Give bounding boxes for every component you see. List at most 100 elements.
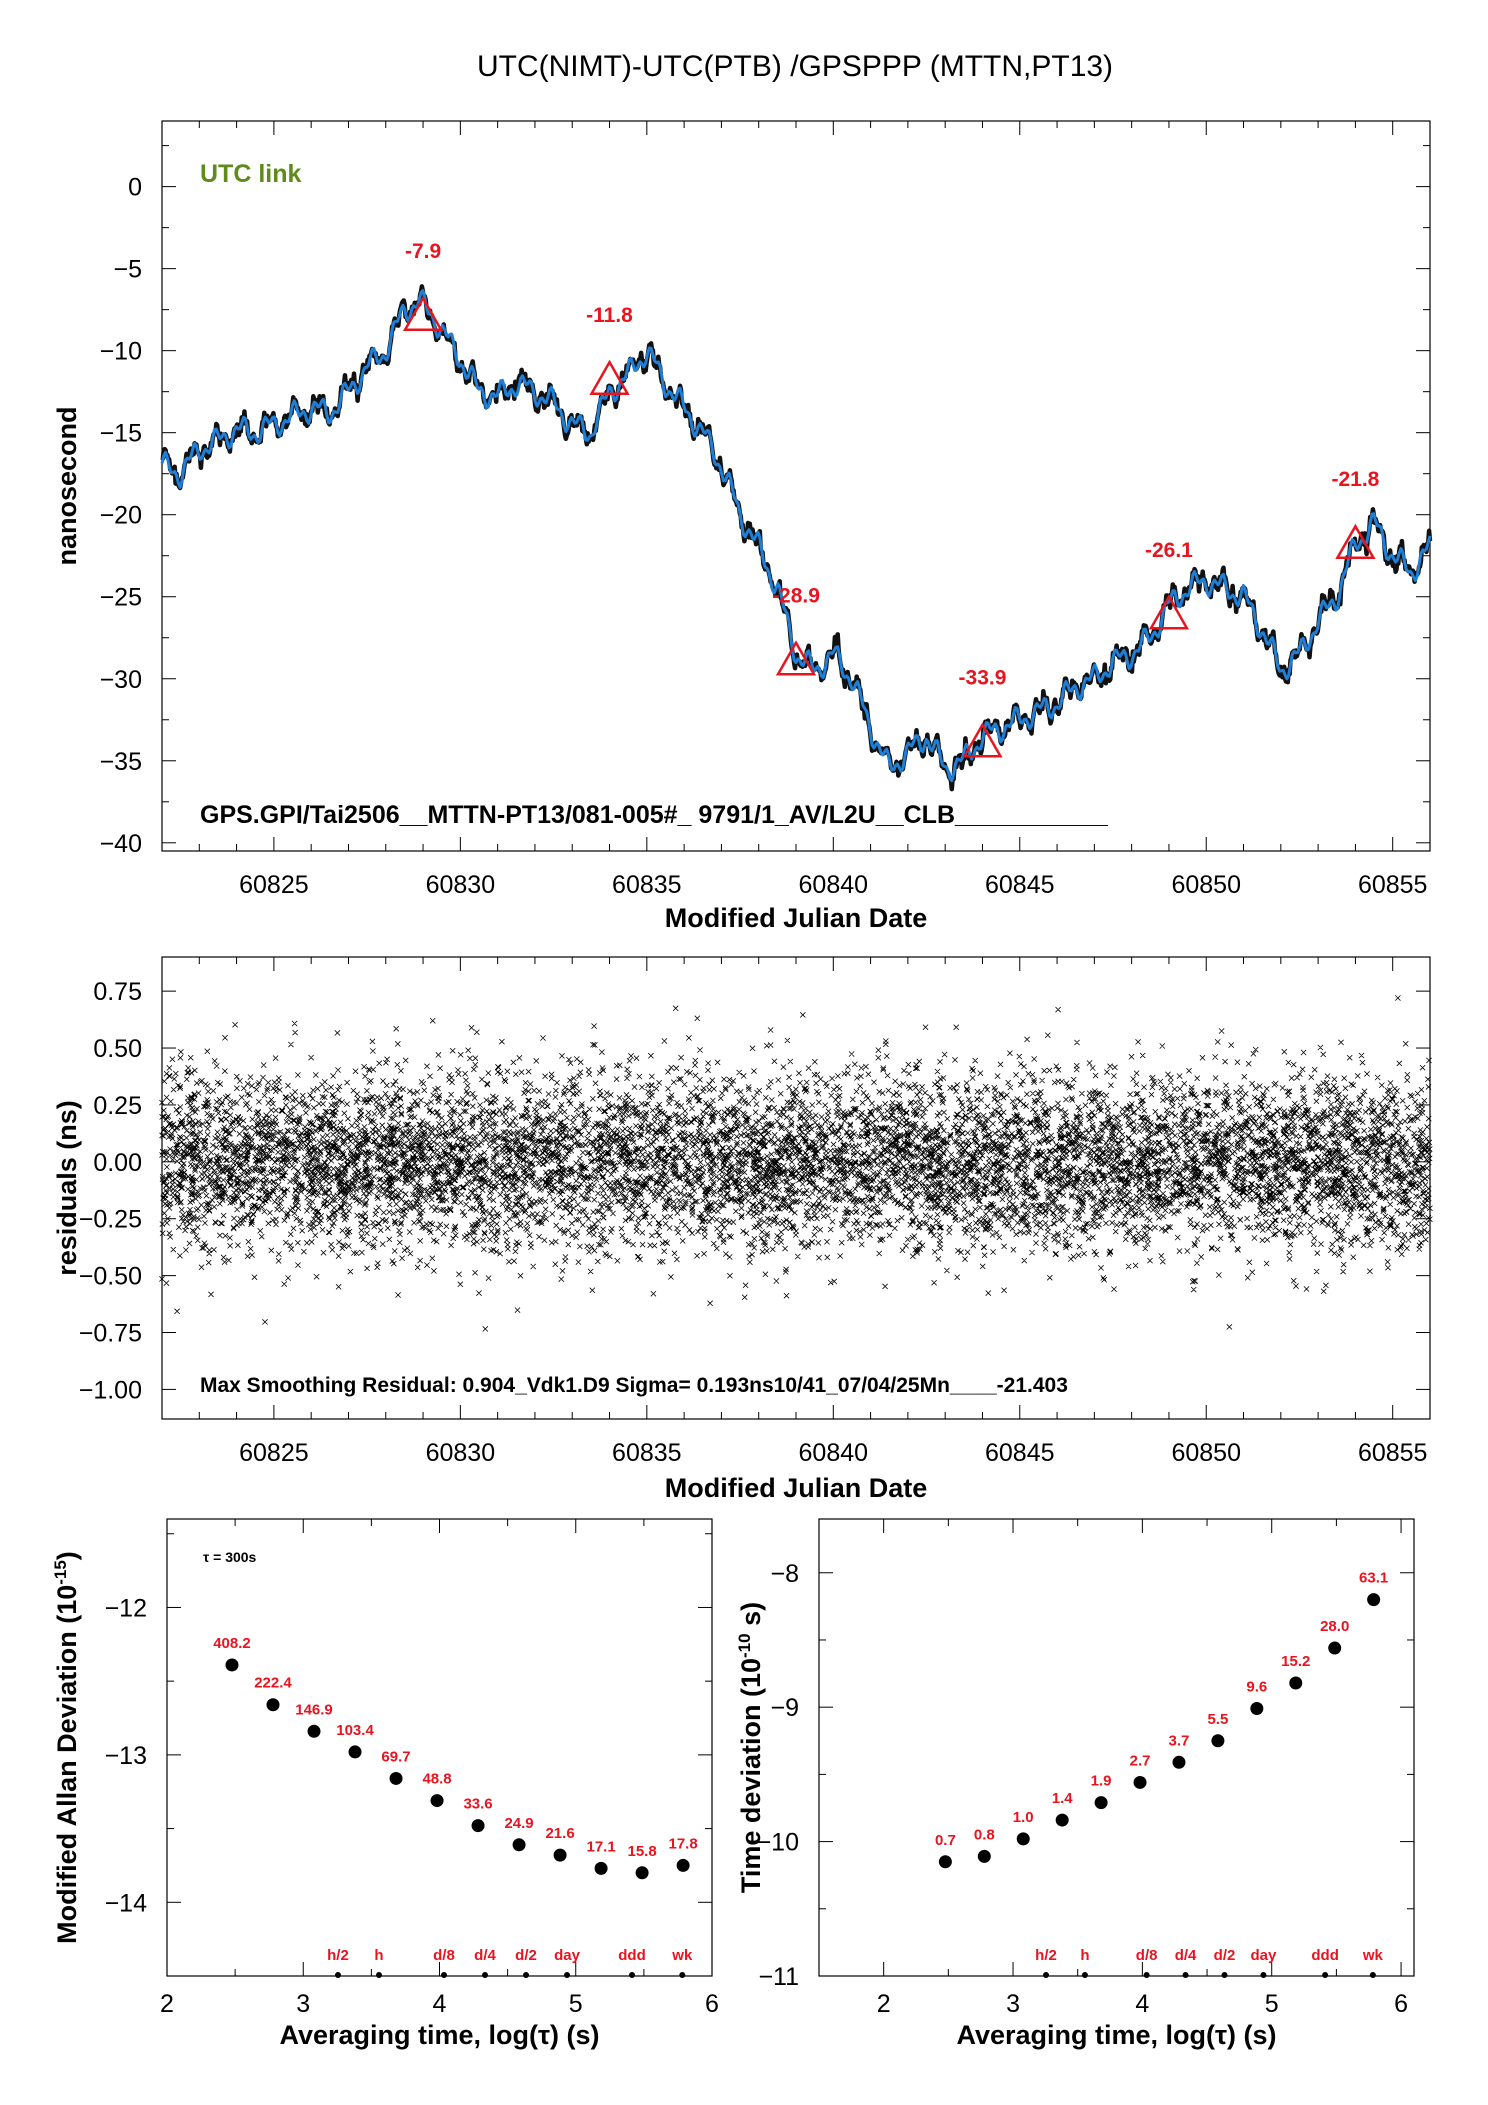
period-label: h [1080,1947,1089,1964]
y-tick-label: −5 [113,256,142,284]
data-label: 9.6 [1246,1679,1267,1696]
raw-data-series [160,284,1433,792]
data-label: 1.9 [1091,1773,1112,1790]
period-marker [523,1972,530,1978]
y-tick-label: −15 [100,420,142,448]
x-tick-label: 60855 [1358,1439,1428,1467]
period-label: d/2 [1214,1947,1236,1964]
main-frame [161,120,1431,852]
y-axis-label: Time deviation (10-10 s) [735,1602,766,1893]
x-tick-label: 60855 [1358,871,1428,899]
y-axis-label-main: Time deviation (10 [736,1658,766,1893]
marker-triangle [589,359,630,395]
x-tick-label: 60830 [426,1439,496,1467]
y-axis-label-main: Modified Allan Deviation (10 [52,1585,82,1944]
y-axis-label: Modified Allan Deviation (10-15) [51,1551,82,1944]
marker-triangle [775,640,817,676]
y-tick-label: −20 [100,502,142,530]
y-tick-label: 0.75 [93,978,142,1006]
marker-triangle [1335,523,1376,559]
period-marker [334,1972,341,1978]
period-label: wk [1362,1947,1384,1964]
data-label: 63.1 [1359,1570,1388,1587]
data-label: 33.6 [463,1796,492,1813]
data-point [1094,1796,1108,1810]
period-label: ddd [618,1947,646,1964]
data-point [1055,1813,1069,1827]
x-axis-label: Modified Julian Date [665,903,928,933]
marker-label: -21.8 [1331,468,1379,491]
x-axis-label: Averaging time, log(τ) (s) [956,2020,1276,2050]
period-label: day [554,1947,581,1964]
data-label: 24.9 [504,1815,533,1832]
period-label: day [1251,1947,1278,1964]
marker-triangle [1148,594,1190,630]
x-tick-label: 60835 [612,871,682,899]
period-marker [440,1972,447,1978]
data-point [594,1861,608,1875]
data-label: 28.0 [1320,1618,1349,1635]
data-label: 17.1 [586,1838,615,1855]
x-tick-label: 4 [1135,1990,1149,2018]
x-tick-label: 60825 [239,1439,309,1467]
main-time-series-panel: 0 −5 −10 −15 −20 −25 −30 −35 −40 60825 60830 60835 6… [52,120,1433,933]
period-marker [1081,1972,1088,1978]
data-label: 15.2 [1281,1653,1310,1670]
data-label: 146.9 [295,1701,333,1718]
data-point [676,1858,690,1872]
data-label: 0.7 [935,1832,956,1849]
y-tick-label: −9 [770,1694,799,1722]
data-label: 222.4 [254,1675,292,1692]
x-tick-label: 60845 [985,871,1055,899]
period-label: d/8 [433,1947,455,1964]
data-label: 1.4 [1052,1790,1074,1807]
period-marker [482,1972,489,1978]
data-label: 21.6 [545,1825,574,1842]
x-tick-label: 60845 [985,1439,1055,1467]
data-point [1250,1702,1264,1716]
period-label: ddd [1311,1947,1339,1964]
data-label: 15.8 [628,1843,657,1860]
data-point [512,1838,526,1852]
period-label: d/4 [1175,1947,1197,1964]
period-marker [1143,1972,1150,1978]
period-marker [1221,1972,1228,1978]
y-tick-label: 0.00 [93,1149,142,1177]
y-tick-label: −0.50 [79,1263,142,1291]
y-tick-label: −10 [100,338,142,366]
marker-label: -28.9 [772,585,820,608]
data-point [1172,1755,1186,1769]
data-point [1367,1593,1381,1607]
period-marker [629,1972,636,1978]
data-label: 408.2 [213,1635,251,1652]
period-marker [376,1972,383,1978]
marker-label: -33.9 [959,667,1007,690]
x-tick-label: 5 [1265,1990,1279,2018]
period-label: d/8 [1136,1947,1158,1964]
x-tick-label: 4 [433,1990,447,2018]
period-marker [1043,1972,1050,1978]
period-label: h/2 [327,1947,349,1964]
x-tick-label: 60840 [799,871,869,899]
x-tick-label: 60830 [426,871,496,899]
y-tick-label: −30 [100,666,142,694]
data-label: 17.8 [669,1835,698,1852]
residual-points [159,995,1433,1332]
y-tick-label: −35 [100,748,142,776]
data-point [977,1849,991,1863]
y-tick-label: −13 [105,1742,147,1770]
data-point [553,1848,567,1862]
data-label: 69.7 [381,1748,410,1765]
period-label: h [374,1947,383,1964]
marker-label: -26.1 [1145,539,1193,562]
y-tick-label: −25 [100,584,142,612]
y-tick-label: −0.75 [79,1320,142,1348]
data-point [307,1724,321,1738]
marker-label: -7.9 [405,240,441,263]
y-tick-label: 0.50 [93,1035,142,1063]
x-tick-label: 60835 [612,1439,682,1467]
x-tick-label: 2 [160,1990,174,2018]
x-tick-label: 3 [296,1990,310,2018]
period-label: h/2 [1035,1947,1057,1964]
